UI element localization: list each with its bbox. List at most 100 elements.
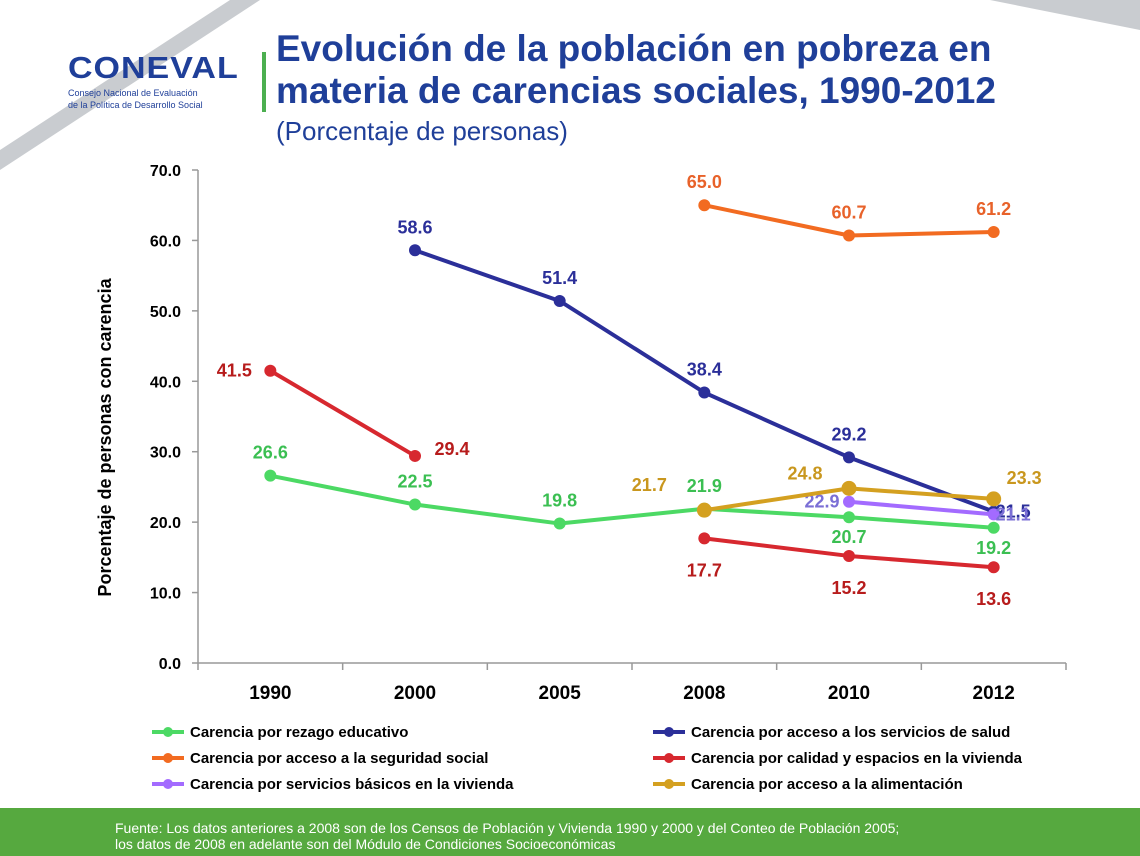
- legend-swatch-icon: [152, 727, 184, 737]
- data-label: 13.6: [976, 589, 1011, 609]
- series-line-segment: [413, 248, 562, 303]
- series-point: [843, 549, 855, 562]
- data-label: 21.5: [996, 502, 1031, 522]
- data-label: 29.2: [831, 424, 866, 444]
- x-tick-label: 2008: [683, 683, 725, 704]
- series-line-segment: [702, 536, 851, 558]
- series-point: [987, 225, 1000, 238]
- data-label: 24.8: [787, 463, 822, 483]
- footer-line-2: los datos de 2008 en adelante son del Mó…: [115, 836, 616, 852]
- legend-label: Carencia por rezago educativo: [190, 723, 409, 741]
- legend-swatch-dot: [664, 753, 674, 763]
- legend-label: Carencia por acceso a la alimentación: [691, 775, 963, 793]
- series-point: [987, 508, 1000, 521]
- series-line-segment: [847, 499, 996, 517]
- y-tick-label: 70.0: [150, 163, 181, 180]
- series-group: 58.6 51.4 38.4 29.2 21.5: [397, 217, 1030, 521]
- data-label: 22.5: [397, 472, 432, 492]
- title-accent-bar: [262, 52, 266, 112]
- series-line-segment: [413, 502, 562, 526]
- series-point: [553, 294, 566, 307]
- y-tick-label: 30.0: [150, 445, 181, 462]
- coneval-logo: CONEVAL Consejo Nacional de Evaluación d…: [68, 50, 238, 110]
- corner-decoration-right: [990, 0, 1140, 30]
- legend-swatch-icon: [653, 753, 685, 763]
- series-point: [409, 498, 421, 511]
- legend-label: Carencia por servicios básicos en la viv…: [190, 775, 514, 793]
- series-line-segment: [557, 506, 707, 526]
- footer-line-1: Fuente: Los datos anteriores a 2008 son …: [115, 820, 900, 836]
- series-point: [409, 244, 421, 257]
- footer-bar: Fuente: Los datos anteriores a 2008 son …: [0, 808, 1140, 856]
- series-point: [696, 502, 712, 518]
- y-tick-label: 10.0: [150, 586, 181, 603]
- series-line-segment: [702, 203, 851, 238]
- series-point: [264, 364, 277, 377]
- data-label: 20.7: [831, 527, 866, 547]
- legend-item: Carencia por calidad y espacios en la vi…: [651, 748, 1022, 768]
- y-axis-label: Porcentaje de personas con carencia: [95, 277, 115, 596]
- series-group: 21.7 24.8 23.3: [632, 463, 1042, 518]
- page-subtitle: (Porcentaje de personas): [276, 116, 568, 146]
- data-label: 51.4: [542, 268, 577, 288]
- x-tick-label: 2000: [394, 683, 436, 704]
- data-label: 41.5: [217, 361, 252, 381]
- data-label: 21.9: [687, 476, 722, 496]
- series-group: 65.0 60.7 61.2: [687, 172, 1011, 242]
- data-label: 23.3: [1007, 468, 1042, 488]
- series-point: [987, 561, 1000, 574]
- legend-swatch-dot: [664, 727, 674, 737]
- series-point: [264, 469, 277, 482]
- data-label: 19.2: [976, 538, 1011, 558]
- series-point: [843, 495, 855, 508]
- y-tick-label: 0.0: [159, 656, 181, 673]
- series-point: [409, 449, 421, 462]
- legend-item: Carencia por acceso a los servicios de s…: [651, 722, 1010, 742]
- data-label: 65.0: [687, 172, 722, 192]
- series-group: 26.6 22.5 19.8 21.9 20.7 19.2: [253, 443, 1011, 558]
- logo-subtitle-2: de la Política de Desarrollo Social: [68, 100, 203, 110]
- data-label: 58.6: [397, 217, 432, 237]
- line-chart: 0.0 10.0 20.0 30.0 40.0 50.0 60.0 70.0 1990 2000 2…: [95, 163, 1067, 704]
- chart-legend: Carencia por rezago educativo Carencia po…: [150, 722, 1050, 802]
- data-label: 26.6: [253, 443, 288, 463]
- series-point: [841, 480, 857, 496]
- legend-swatch-dot: [163, 753, 173, 763]
- legend-item: Carencia por acceso a la alimentación: [651, 774, 963, 794]
- data-label: 22.9: [804, 492, 839, 512]
- series-line-segment: [847, 486, 996, 501]
- legend-item: Carencia por rezago educativo: [150, 722, 408, 742]
- series-line-segment: [847, 229, 996, 238]
- series-point: [843, 229, 855, 242]
- series-line-segment: [702, 486, 851, 513]
- x-tick-label: 2012: [973, 683, 1015, 704]
- series-line-segment: [702, 390, 851, 460]
- y-tick-label: 40.0: [150, 374, 181, 391]
- series-line-segment: [268, 368, 417, 458]
- y-tick-label: 60.0: [150, 233, 181, 250]
- data-label: 17.7: [687, 560, 722, 580]
- legend-swatch-icon: [653, 779, 685, 789]
- series-point: [843, 451, 855, 464]
- series-group: 41.5 29.4 17.7 15.2 13.6: [217, 361, 1011, 609]
- x-tick-label: 2005: [539, 683, 582, 704]
- y-tick-label: 20.0: [150, 515, 181, 532]
- legend-swatch-dot: [163, 779, 173, 789]
- data-label: 60.7: [831, 202, 866, 222]
- series-line-segment: [557, 298, 707, 395]
- data-label: 21.7: [632, 475, 667, 495]
- title-line-2: materia de carencias sociales, 1990-2012: [276, 70, 996, 111]
- data-label: 61.2: [976, 199, 1011, 219]
- page-title: Evolución de la población en pobreza en …: [276, 28, 1116, 112]
- legend-label: Carencia por calidad y espacios en la vi…: [691, 749, 1022, 767]
- legend-item: Carencia por acceso a la seguridad socia…: [150, 748, 488, 768]
- x-tick-label: 1990: [249, 683, 291, 704]
- legend-swatch-dot: [664, 779, 674, 789]
- series-point: [553, 517, 566, 530]
- x-tick-label: 2010: [828, 683, 870, 704]
- series-line-segment: [847, 553, 996, 570]
- data-label: 21.1: [996, 504, 1031, 524]
- series-point: [843, 511, 855, 524]
- data-label: 38.4: [687, 360, 722, 380]
- legend-swatch-icon: [653, 727, 685, 737]
